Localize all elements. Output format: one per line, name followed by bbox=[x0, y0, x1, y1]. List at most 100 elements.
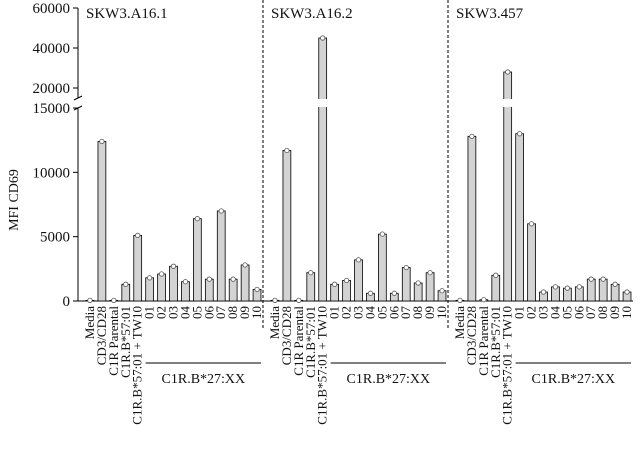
x-tick-label: C1R.B*57:01 + TW10 bbox=[130, 306, 145, 425]
x-tick-label: 05 bbox=[189, 306, 204, 319]
data-point bbox=[564, 285, 570, 291]
x-tick-label: 07 bbox=[398, 306, 413, 320]
data-point bbox=[588, 276, 594, 282]
bar bbox=[181, 281, 190, 302]
x-tick-label: CD3/CD28 bbox=[464, 306, 479, 365]
bar bbox=[491, 274, 501, 302]
data-point bbox=[391, 290, 397, 296]
data-point bbox=[343, 277, 350, 284]
x-tick-label: 05 bbox=[559, 306, 574, 319]
data-point bbox=[439, 288, 445, 294]
x-tick-label: Media bbox=[267, 306, 282, 339]
data-point bbox=[87, 297, 93, 303]
panel-title: SKW3.A16.1 bbox=[86, 6, 168, 22]
x-tick-label: 05 bbox=[374, 306, 389, 319]
bar bbox=[133, 234, 143, 302]
data-point bbox=[230, 276, 236, 282]
data-point bbox=[272, 297, 278, 303]
y-tick-label: 15000 bbox=[33, 101, 71, 117]
bar bbox=[515, 133, 524, 302]
x-tick-label: 01 bbox=[142, 306, 157, 319]
data-point bbox=[469, 133, 475, 139]
data-point bbox=[218, 208, 224, 214]
x-tick-label: C1R Parental bbox=[476, 306, 491, 376]
x-tick-label: 03 bbox=[536, 306, 551, 319]
data-point bbox=[182, 279, 189, 285]
bar bbox=[318, 37, 328, 302]
data-point bbox=[147, 275, 153, 281]
x-tick-label: 08 bbox=[225, 306, 240, 319]
x-tick-label: Media bbox=[452, 306, 467, 339]
data-point bbox=[600, 276, 606, 282]
bar bbox=[586, 278, 596, 302]
x-tick-label: 09 bbox=[422, 306, 437, 319]
bar bbox=[204, 278, 214, 302]
bar bbox=[97, 141, 107, 302]
bar bbox=[282, 150, 292, 302]
group-label: C1R.B*27:XX bbox=[532, 372, 616, 387]
y-axis-label: MFI CD69 bbox=[7, 169, 22, 231]
bar bbox=[467, 135, 477, 302]
bar bbox=[306, 272, 316, 302]
x-tick-label: 04 bbox=[547, 306, 562, 320]
data-point bbox=[123, 281, 129, 287]
y-tick-label: 10000 bbox=[33, 165, 71, 181]
x-tick-label: C1R.B*57:01 + TW10 bbox=[315, 306, 330, 425]
x-tick-label: 03 bbox=[166, 306, 181, 319]
y-tick-label: 5000 bbox=[40, 230, 70, 246]
bar bbox=[401, 267, 411, 302]
x-tick-label: 04 bbox=[177, 306, 192, 320]
x-tick-label: 10 bbox=[434, 306, 449, 319]
x-tick-label: 08 bbox=[595, 306, 610, 319]
bar bbox=[425, 272, 435, 302]
data-point bbox=[367, 290, 374, 296]
data-point bbox=[493, 272, 499, 278]
x-tick-label: C1R.B*57:01 bbox=[488, 306, 503, 378]
data-point bbox=[284, 147, 290, 154]
data-point bbox=[612, 281, 618, 287]
x-tick-label: 07 bbox=[583, 306, 598, 320]
data-point bbox=[505, 69, 511, 75]
x-tick-label: CD3/CD28 bbox=[94, 306, 109, 365]
bar bbox=[145, 277, 154, 302]
data-point bbox=[576, 284, 582, 290]
bar bbox=[598, 278, 608, 302]
x-tick-label: 06 bbox=[571, 306, 586, 320]
data-point bbox=[194, 216, 200, 222]
bar bbox=[240, 264, 250, 302]
x-tick-label: C1R.B*57:01 + TW10 bbox=[500, 306, 515, 425]
data-point bbox=[158, 271, 165, 277]
data-point bbox=[481, 297, 487, 303]
bar bbox=[228, 278, 238, 302]
x-tick-label: 06 bbox=[386, 306, 401, 320]
data-point bbox=[415, 280, 421, 286]
axis-break-gap bbox=[317, 99, 328, 107]
group-label: C1R.B*27:XX bbox=[347, 372, 431, 387]
x-tick-label: C1R.B*57:01 bbox=[303, 306, 318, 378]
group-label: C1R.B*27:XX bbox=[162, 372, 246, 387]
data-point bbox=[355, 257, 362, 263]
data-point bbox=[320, 35, 326, 41]
y-tick-label: 0 bbox=[63, 294, 71, 310]
x-tick-label: 08 bbox=[410, 306, 425, 319]
axis-break-gap bbox=[502, 99, 513, 107]
data-point bbox=[624, 289, 630, 295]
data-point bbox=[111, 297, 117, 303]
data-point bbox=[517, 131, 523, 137]
x-tick-label: C1R Parental bbox=[106, 306, 121, 376]
x-tick-label: 02 bbox=[339, 306, 354, 319]
data-point bbox=[99, 138, 105, 145]
data-point bbox=[552, 284, 559, 290]
bar bbox=[527, 223, 536, 302]
bar bbox=[193, 218, 202, 302]
data-point bbox=[242, 262, 248, 268]
panel-title: SKW3.A16.2 bbox=[271, 6, 353, 22]
data-point bbox=[379, 231, 385, 237]
data-point bbox=[170, 263, 177, 269]
data-point bbox=[403, 264, 409, 271]
data-point bbox=[254, 286, 260, 293]
x-tick-label: Media bbox=[82, 306, 97, 339]
x-tick-label: 01 bbox=[327, 306, 342, 319]
data-point bbox=[540, 289, 547, 295]
bar bbox=[342, 280, 351, 302]
